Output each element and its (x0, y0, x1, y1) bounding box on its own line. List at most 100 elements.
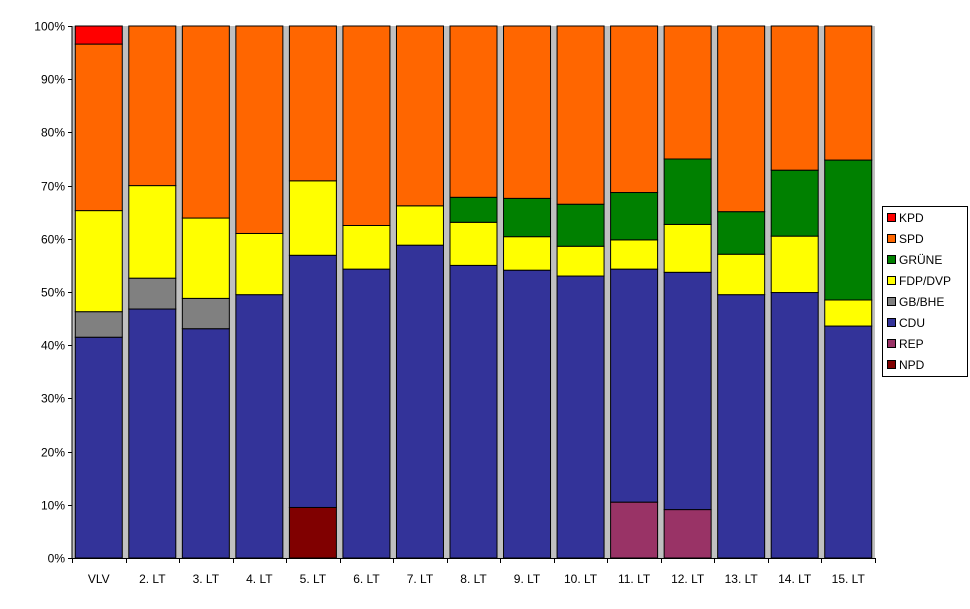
bar-segment (556, 25, 605, 205)
legend-swatch (887, 234, 896, 243)
bar-segment (235, 25, 284, 234)
bar-segment (610, 192, 659, 241)
bar-segment (503, 236, 552, 271)
legend-swatch (887, 339, 896, 348)
bar-segment (717, 294, 766, 559)
bar-segment (288, 254, 337, 508)
x-tick-label: 3. LT (193, 572, 220, 586)
y-tick-label: 30% (41, 392, 65, 406)
bar-segment (610, 25, 659, 194)
legend-label: GB/BHE (899, 295, 944, 309)
x-tick-label: VLV (88, 572, 110, 586)
y-tick-label: 20% (41, 446, 65, 460)
bar-segment (556, 275, 605, 559)
x-tick-label: 10. LT (564, 572, 598, 586)
bar-segment (288, 25, 337, 182)
legend-box (882, 206, 968, 377)
bar-segment (449, 221, 498, 266)
x-tick-label: 4. LT (246, 572, 273, 586)
x-tick-label: 6. LT (353, 572, 380, 586)
legend-swatch (887, 318, 896, 327)
bar-segment (824, 325, 873, 559)
bar-segment (663, 25, 712, 160)
bar-segment (395, 244, 444, 559)
x-tick-label: 8. LT (460, 572, 487, 586)
legend-label: SPD (899, 232, 924, 246)
y-tick-label: 40% (41, 339, 65, 353)
legend-swatch (887, 297, 896, 306)
y-tick-label: 70% (41, 180, 65, 194)
bar-segment (74, 43, 123, 212)
y-tick-label: 100% (34, 20, 65, 34)
bar-segment (770, 292, 819, 559)
bar-segment (181, 217, 230, 299)
bar-segment (449, 196, 498, 223)
legend-swatch (887, 276, 896, 285)
legend-swatch (887, 360, 896, 369)
legend-label: REP (899, 337, 924, 351)
bar-segment (181, 328, 230, 559)
bar-segment (717, 253, 766, 296)
bar-segment (342, 25, 391, 226)
bar-segment (128, 277, 177, 310)
bar-segment (288, 180, 337, 256)
bar-segment (128, 308, 177, 559)
bar-segment (663, 271, 712, 511)
bar-segment (824, 299, 873, 327)
bar-segment (503, 197, 552, 238)
bar-segment (503, 269, 552, 559)
x-tick-label: 5. LT (300, 572, 327, 586)
bar-segment (288, 506, 337, 559)
bar-segment (181, 297, 230, 330)
bar-segment (717, 25, 766, 213)
bar-segment (556, 203, 605, 247)
bar-segment (74, 311, 123, 338)
y-tick-label: 10% (41, 499, 65, 513)
bar-segment (770, 235, 819, 294)
bar-segment (610, 239, 659, 270)
bar-segment (449, 264, 498, 559)
x-tick-label: 14. LT (778, 572, 812, 586)
bar-segment (449, 25, 498, 198)
bar-segment (663, 158, 712, 225)
x-tick-label: 15. LT (832, 572, 866, 586)
bar-segment (128, 185, 177, 279)
x-tick-label: 9. LT (514, 572, 541, 586)
x-tick-label: 7. LT (407, 572, 434, 586)
legend-label: GRÜNE (899, 253, 942, 267)
legend-label: FDP/DVP (899, 274, 951, 288)
bar-segment (395, 205, 444, 246)
y-tick-label: 60% (41, 233, 65, 247)
bar-segment (824, 25, 873, 161)
bar-segment (503, 25, 552, 199)
bar-segment (395, 25, 444, 207)
y-tick-label: 80% (41, 126, 65, 140)
bar-segment (770, 169, 819, 237)
legend-label: CDU (899, 316, 925, 330)
bar-segment (342, 268, 391, 559)
bar-segment (235, 294, 284, 559)
x-tick-label: 11. LT (618, 572, 651, 586)
legend: KPD SPD GRÜNE FDP/DVP GB/BHE CDU REP NPD (882, 206, 968, 377)
bar-segment (128, 25, 177, 187)
bar-segment (663, 509, 712, 559)
bar-segment (663, 223, 712, 273)
y-tick-label: 0% (48, 552, 66, 566)
legend-label: KPD (899, 211, 924, 225)
bar-segment (556, 245, 605, 277)
bar-segment (610, 268, 659, 503)
y-tick-label: 90% (41, 73, 65, 87)
bar-segment (181, 25, 230, 219)
bar-segment (74, 25, 123, 45)
x-tick-label: 12. LT (671, 572, 705, 586)
y-tick-label: 50% (41, 286, 65, 300)
bar-segment (610, 501, 659, 559)
bar-segment (74, 336, 123, 559)
legend-label: NPD (899, 358, 925, 372)
x-tick-label: 13. LT (725, 572, 759, 586)
bar-segment (717, 211, 766, 255)
legend-swatch (887, 213, 896, 222)
bar-segment (235, 232, 284, 296)
